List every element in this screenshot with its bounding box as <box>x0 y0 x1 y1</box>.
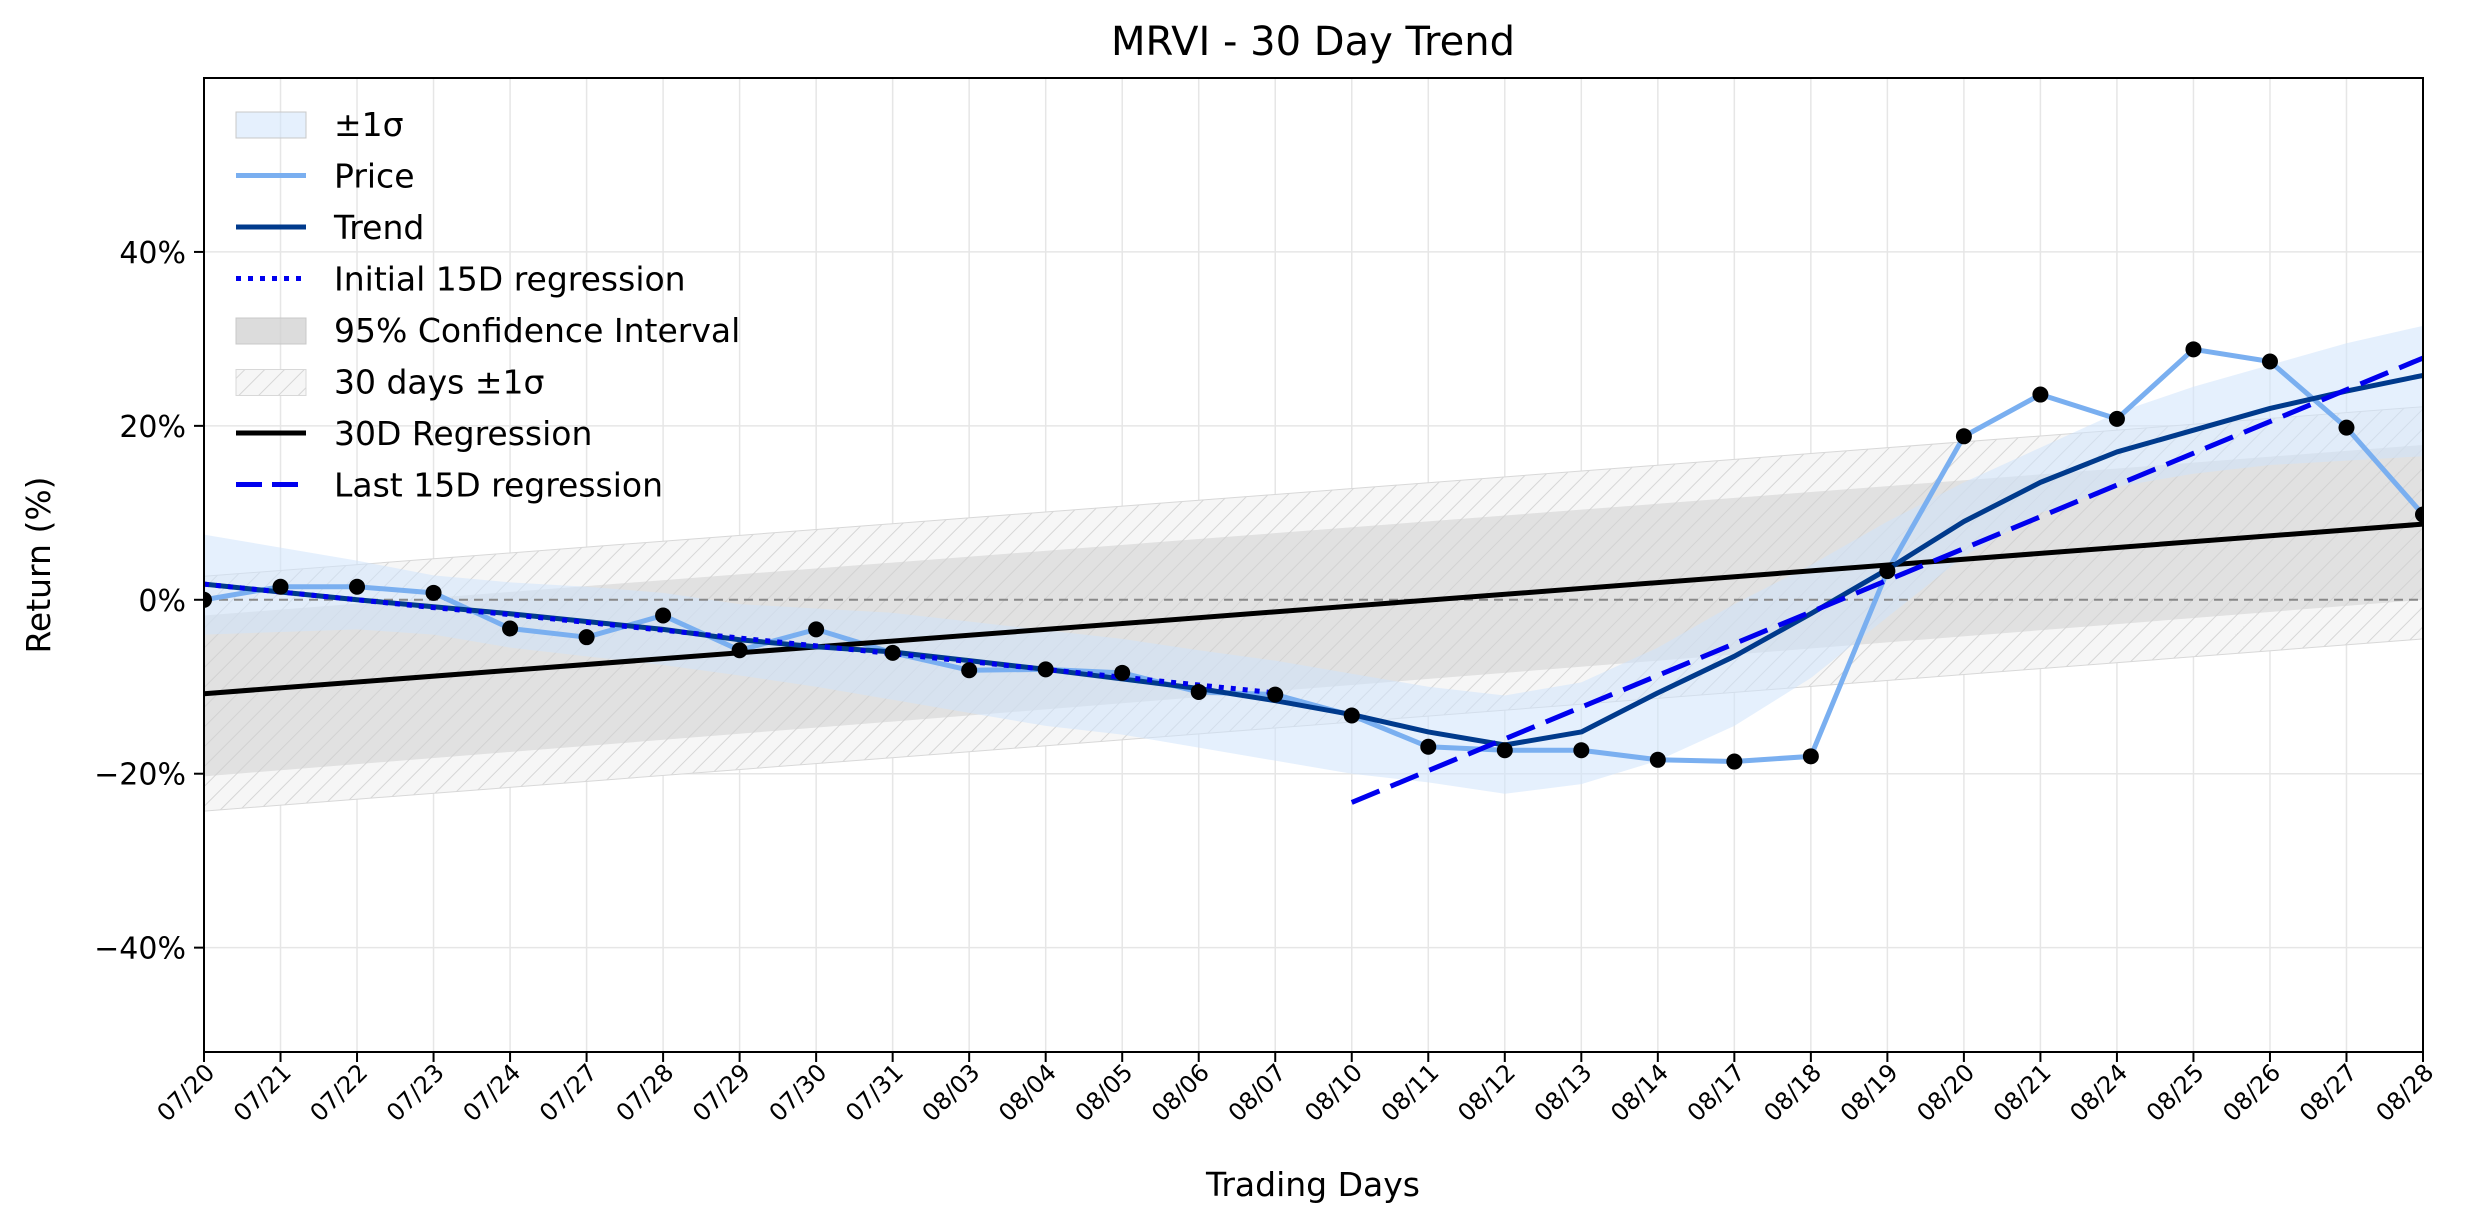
price-point <box>1955 428 1972 445</box>
price-point <box>1114 664 1131 681</box>
x-tick-label: 07/22 <box>305 1058 374 1127</box>
x-tick-label: 07/30 <box>764 1058 833 1127</box>
price-point <box>808 621 825 638</box>
x-tick-label: 08/20 <box>1911 1058 1980 1127</box>
x-axis-label: Trading Days <box>1205 1165 1420 1204</box>
legend-entry: 30D Regression <box>334 414 592 453</box>
price-point <box>2185 341 2202 358</box>
price-point <box>2338 419 2355 436</box>
price-point <box>2032 386 2049 403</box>
price-point <box>1726 753 1743 770</box>
legend-entry: Trend <box>333 208 424 247</box>
x-tick-label: 08/07 <box>1223 1058 1292 1127</box>
price-point <box>425 584 442 601</box>
x-tick-label: 08/14 <box>1605 1058 1674 1127</box>
legend-entry: Price <box>334 157 415 196</box>
x-tick-label: 08/05 <box>1070 1058 1139 1127</box>
x-tick-label: 07/20 <box>152 1058 221 1127</box>
y-axis: −40% −20% 0% 20% 40% <box>94 236 204 967</box>
legend-swatch <box>235 369 307 396</box>
x-tick-label: 07/27 <box>534 1058 603 1127</box>
x-tick-label: 08/28 <box>2371 1058 2440 1127</box>
legend-swatch <box>235 317 307 345</box>
price-point <box>2108 410 2125 427</box>
x-tick-label: 07/23 <box>381 1058 450 1127</box>
price-point <box>204 591 212 608</box>
x-tick-label: 08/26 <box>2217 1058 2286 1127</box>
plot-area <box>204 325 2423 812</box>
x-tick-label: 08/17 <box>1682 1058 1751 1127</box>
x-tick-label: 07/31 <box>840 1058 909 1127</box>
legend-entry: Last 15D regression <box>334 466 663 505</box>
price-point <box>349 578 366 595</box>
price-point <box>502 620 519 637</box>
x-tick-label: 08/24 <box>2064 1058 2133 1127</box>
price-point <box>884 644 901 661</box>
price-point <box>2415 506 2423 523</box>
y-tick-label: 20% <box>119 410 186 445</box>
x-tick-label: 08/12 <box>1452 1058 1521 1127</box>
chart-title: MRVI - 30 Day Trend <box>1111 19 1515 65</box>
band-sigma <box>204 325 2423 794</box>
price-point <box>578 629 595 646</box>
price-point <box>1190 683 1207 700</box>
x-tick-label: 07/24 <box>458 1058 527 1127</box>
x-tick-label: 08/10 <box>1299 1058 1368 1127</box>
x-tick-label: 08/11 <box>1376 1058 1445 1127</box>
x-tick-label: 07/21 <box>228 1058 297 1127</box>
price-point <box>272 578 289 595</box>
plot-frame <box>203 77 2424 1053</box>
x-tick-label: 07/28 <box>611 1058 680 1127</box>
price-point <box>1879 563 1896 580</box>
y-tick-label: −40% <box>94 932 186 967</box>
x-tick-label: 08/21 <box>1988 1058 2057 1127</box>
legend-swatch <box>235 111 307 139</box>
x-axis: 07/20 07/21 07/22 07/23 07/24 07/27 07/28 07/29… <box>152 1052 2440 1127</box>
y-axis-label: Return (%) <box>19 476 58 653</box>
series-price <box>204 346 2423 765</box>
y-tick-label: −20% <box>94 758 186 793</box>
legend-entry: 30 days ±1σ <box>334 363 544 402</box>
price-point <box>1037 661 1054 678</box>
x-tick-label: 08/25 <box>2141 1058 2210 1127</box>
price-point <box>1343 707 1360 724</box>
legend: ±1σ Price Trend Initial 15D regression 95% C… <box>235 105 740 505</box>
series-30d-regression <box>204 521 2423 697</box>
x-tick-label: 08/19 <box>1835 1058 1904 1127</box>
price-point <box>1802 748 1819 765</box>
series-trend <box>204 372 2423 748</box>
price-point <box>1420 738 1437 755</box>
price-point <box>655 607 672 624</box>
price-point <box>1649 751 1666 768</box>
y-tick-label: 0% <box>138 584 186 619</box>
price-point <box>731 642 748 659</box>
price-point <box>1267 686 1284 703</box>
x-tick-label: 07/29 <box>687 1058 756 1127</box>
price-point <box>1573 742 1590 759</box>
x-tick-label: 08/27 <box>2294 1058 2363 1127</box>
price-point <box>2261 353 2278 370</box>
x-tick-label: 08/03 <box>917 1058 986 1127</box>
x-tick-label: 08/04 <box>993 1058 1062 1127</box>
price-point <box>1496 742 1513 759</box>
legend-entry: ±1σ <box>334 105 404 144</box>
legend-entry: 95% Confidence Interval <box>334 311 740 350</box>
x-tick-label: 08/06 <box>1146 1058 1215 1127</box>
price-point <box>961 662 978 679</box>
x-tick-label: 08/18 <box>1758 1058 1827 1127</box>
legend-entry: Initial 15D regression <box>334 260 686 299</box>
x-tick-label: 08/13 <box>1529 1058 1598 1127</box>
y-tick-label: 40% <box>119 236 186 271</box>
series-last-15d-regression <box>1350 355 2423 805</box>
